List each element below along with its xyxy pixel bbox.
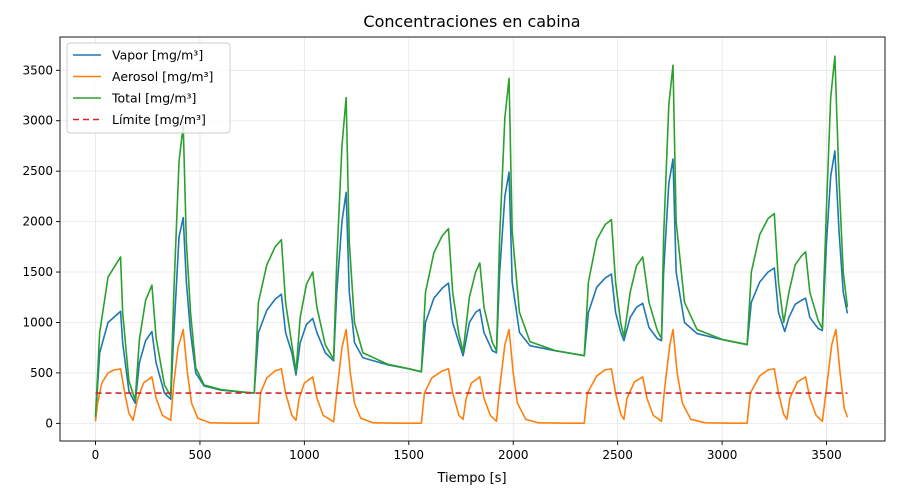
legend-label-aerosol: Aerosol [mg/m³]: [112, 69, 213, 84]
series-line-total: [94, 55, 849, 417]
chart-title: Concentraciones en cabina: [363, 12, 580, 31]
legend-label-vapor: Vapor [mg/m³]: [112, 48, 203, 63]
x-tick-label: 3500: [811, 448, 842, 462]
legend-label-limit: Límite [mg/m³]: [112, 112, 206, 127]
y-tick-label: 500: [30, 366, 53, 380]
x-axis-label: Tiempo [s]: [436, 471, 506, 486]
legend-label-total: Total [mg/m³]: [111, 91, 196, 106]
y-tick-label: 2000: [22, 215, 53, 229]
grid: [60, 37, 885, 441]
series-line-aerosol: [94, 328, 849, 424]
x-tick-label: 2000: [498, 448, 529, 462]
y-tick-label: 1000: [22, 315, 53, 329]
x-tick-label: 500: [188, 448, 211, 462]
axis-ticks: 0 500 1000 1500 2000 2500 3000 3500 0 500 1000 1500…: [22, 63, 841, 462]
y-tick-label: 3000: [22, 114, 53, 128]
x-tick-label: 1000: [289, 448, 320, 462]
x-tick-label: 1500: [394, 448, 425, 462]
legend-box: [66, 42, 231, 134]
plot-frame: [59, 36, 886, 442]
x-tick-label: 0: [92, 448, 100, 462]
series-line-vapor: [94, 150, 849, 419]
y-tick-label: 2500: [22, 164, 53, 178]
y-tick-label: 1500: [22, 265, 53, 279]
x-tick-label: 2500: [602, 448, 633, 462]
legend: Vapor [mg/m³] Aerosol [mg/m³] Total [mg/m³…: [66, 42, 231, 134]
y-tick-label: 0: [45, 416, 53, 430]
y-tick-label: 3500: [22, 63, 53, 77]
series-group: [94, 55, 849, 424]
x-tick-label: 3000: [707, 448, 738, 462]
